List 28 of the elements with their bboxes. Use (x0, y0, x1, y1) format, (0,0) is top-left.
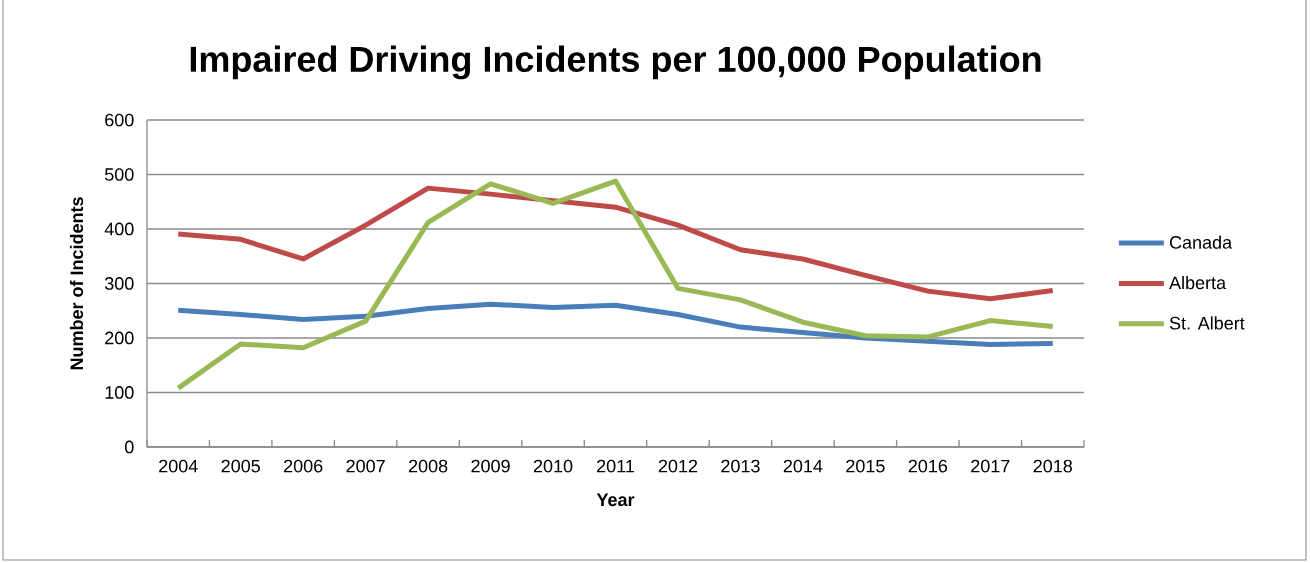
x-tick-label: 2016 (908, 459, 948, 473)
x-axis-title: Year (596, 493, 635, 507)
y-tick-label: 200 (105, 331, 134, 345)
legend-label: Canada (1169, 235, 1233, 249)
y-tick-label: 500 (104, 168, 134, 181)
y-tick-label: 100 (105, 386, 134, 399)
x-tick-label: 2018 (1033, 459, 1072, 473)
y-tick-label: 0 (125, 440, 134, 454)
x-tick-label: 2014 (783, 459, 823, 473)
x-tick-label: 2008 (408, 459, 448, 473)
x-tick-label: 2009 (471, 459, 510, 473)
x-tick-label: 2006 (284, 459, 323, 473)
x-tick-label: 2011 (597, 459, 634, 473)
x-tick-label: 2013 (721, 459, 760, 473)
x-tick-label: 2010 (533, 459, 573, 473)
x-tick-label: 2004 (159, 459, 198, 473)
legend-label: Alberta (1169, 275, 1227, 290)
chart-title: Impaired Driving Incidents per 100,000 Population (190, 45, 1041, 80)
x-tick-label: 2017 (971, 459, 1010, 473)
x-tick-label: 2007 (346, 459, 385, 473)
x-tick-label: 2012 (658, 459, 698, 473)
y-tick-label: 600 (105, 113, 134, 127)
y-axis-title: Number of Incidents (69, 197, 84, 370)
y-tick-label: 300 (104, 277, 134, 290)
legend-label: St. Albert (1169, 316, 1245, 330)
x-tick-label: 2005 (221, 459, 260, 473)
y-tick-label: 400 (104, 222, 134, 236)
x-tick-label: 2015 (846, 459, 885, 473)
